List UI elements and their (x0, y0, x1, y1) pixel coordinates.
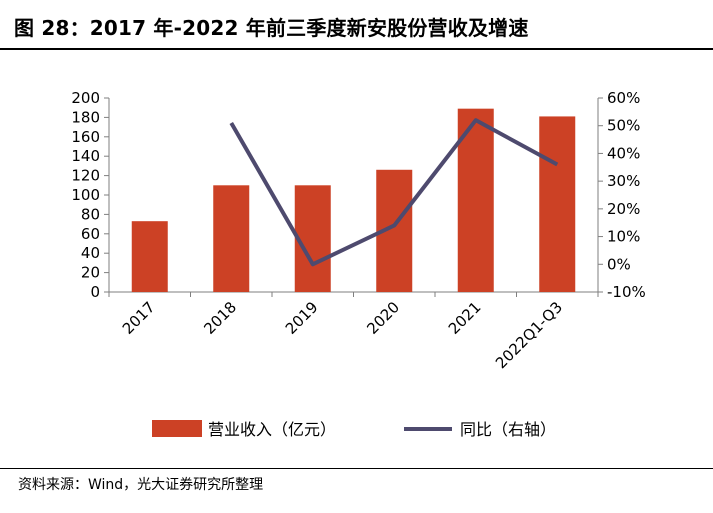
revenue-bar-2019 (294, 185, 331, 292)
axes (104, 97, 603, 297)
right-tick-label: 50% (607, 117, 640, 135)
legend-swatch-revenue (152, 420, 202, 437)
x-tick-label: 2017 (119, 298, 159, 338)
x-tick-label: 2022Q1-Q3 (492, 298, 566, 372)
source-note: 资料来源：Wind，光大证券研究所整理 (18, 477, 264, 493)
right-tick-label: 30% (607, 172, 640, 190)
x-tick-label: 2018 (200, 298, 240, 338)
revenue-bar-2018 (213, 185, 250, 292)
left-tick-label: 0 (90, 283, 100, 301)
x-tick-label: 2020 (363, 298, 403, 338)
x-tick-label: 2019 (282, 298, 322, 338)
left-tick-label: 200 (71, 89, 100, 107)
legend-label-growth: 同比（右轴） (460, 420, 556, 439)
left-tick-label: 180 (71, 108, 100, 126)
left-tick-label: 60 (81, 225, 100, 243)
left-tick-label: 20 (81, 264, 100, 282)
source-divider (0, 468, 713, 469)
right-tick-label: 40% (607, 144, 640, 162)
right-tick-label: 60% (607, 89, 640, 107)
left-tick-label: 80 (81, 205, 100, 223)
title-divider (0, 48, 713, 50)
left-tick-label: 100 (71, 186, 100, 204)
legend: 营业收入（亿元） 同比（右轴） (152, 420, 556, 439)
revenue-bar-2017 (131, 221, 168, 292)
right-tick-label: 20% (607, 200, 640, 218)
left-tick-label: 160 (71, 128, 100, 146)
left-tick-label: 120 (71, 167, 100, 185)
left-tick-label: 40 (81, 244, 100, 262)
x-tick-label: 2021 (445, 298, 485, 338)
revenue-bar-2022Q1-Q3 (539, 116, 576, 293)
right-tick-label: 10% (607, 228, 640, 246)
revenue-bar-2021 (457, 108, 494, 292)
right-tick-label: 0% (607, 255, 631, 273)
growth-line-group (229, 118, 559, 267)
figure-title: 图 28：2017 年-2022 年前三季度新安股份营收及增速 (14, 16, 529, 40)
left-tick-label: 140 (71, 147, 100, 165)
legend-label-revenue: 营业收入（亿元） (208, 420, 336, 439)
revenue-bars (131, 108, 576, 293)
right-tick-label: -10% (607, 283, 646, 301)
